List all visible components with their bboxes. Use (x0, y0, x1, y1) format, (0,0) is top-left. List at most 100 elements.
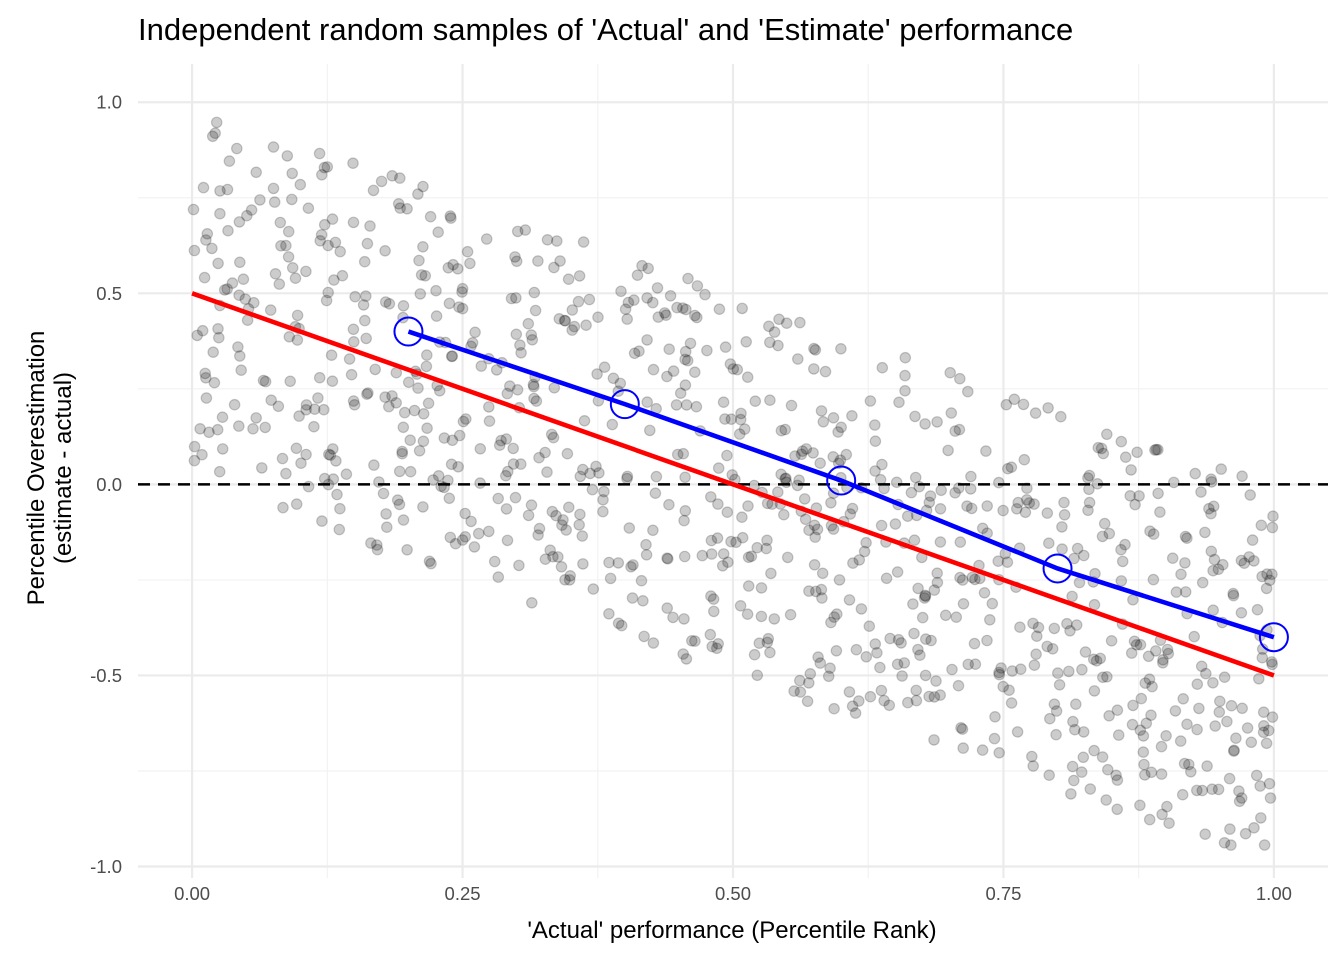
scatter-point (572, 295, 585, 308)
scatter-point (603, 607, 615, 620)
scatter-point (641, 334, 653, 346)
scatter-point (924, 490, 937, 502)
scatter-point (1255, 812, 1267, 824)
scatter-point (514, 458, 527, 470)
scatter-point (528, 392, 540, 405)
scatter-point (905, 486, 918, 499)
scatter-point (962, 658, 974, 671)
scatter-point (397, 299, 410, 312)
scatter-point (1032, 621, 1045, 634)
scatter-point (216, 443, 229, 455)
scatter-point (206, 242, 218, 255)
scatter-point (863, 620, 876, 632)
scatter-point (315, 169, 328, 181)
scatter-point (853, 554, 866, 566)
scatter-point (912, 582, 924, 595)
scatter-point (231, 142, 243, 155)
scatter-point (976, 744, 989, 756)
scatter-point (347, 157, 359, 169)
scatter-point (590, 460, 602, 473)
scatter-point (526, 333, 539, 346)
scatter-point (956, 723, 969, 735)
scatter-point (840, 448, 853, 461)
scatter-point (954, 536, 967, 548)
scatter-point (1127, 699, 1139, 712)
scatter-point (1149, 444, 1161, 456)
scatter-point (360, 332, 372, 345)
scatter-point (1244, 489, 1256, 501)
scatter-point (449, 537, 462, 550)
scatter-point (701, 344, 713, 357)
scatter-point (1201, 760, 1213, 772)
scatter-point (691, 280, 704, 292)
scatter-point (995, 662, 1007, 674)
scatter-point (550, 235, 563, 247)
scatter-point (396, 447, 408, 460)
scatter-point (825, 496, 837, 509)
scatter-point (1134, 638, 1147, 651)
scatter-point (1058, 496, 1070, 509)
scatter-point (1203, 502, 1215, 515)
scatter-point (944, 366, 956, 379)
scatter-point (1043, 537, 1055, 549)
scatter-point (413, 444, 426, 457)
scatter-point (327, 473, 340, 485)
y-tick-label: 0.0 (96, 474, 122, 495)
scatter-point (997, 680, 1009, 693)
scatter-point (1236, 702, 1248, 715)
scatter-point (1200, 667, 1212, 680)
scatter-point (482, 525, 495, 538)
scatter-point (953, 372, 966, 385)
scatter-point (188, 244, 201, 257)
scatter-point (547, 431, 560, 444)
scatter-point (612, 617, 625, 630)
scatter-point (1021, 493, 1033, 506)
scatter-point (558, 314, 571, 327)
scatter-point (194, 422, 206, 435)
scatter-point (843, 686, 856, 698)
scatter-point (930, 675, 942, 687)
scatter-point (397, 514, 410, 526)
scatter-point (891, 658, 904, 671)
scatter-point (876, 458, 888, 471)
scatter-point (1235, 554, 1248, 567)
scatter-point (705, 548, 718, 560)
scatter-point (380, 521, 393, 533)
scatter-point (446, 434, 459, 447)
scatter-point (573, 270, 586, 282)
scatter-point (321, 161, 334, 173)
scatter-point (646, 296, 659, 309)
scatter-point (444, 210, 457, 222)
scatter-point (824, 662, 836, 674)
scatter-point (690, 311, 703, 324)
scatter-point (822, 670, 835, 683)
scatter-point (661, 552, 674, 565)
scatter-point (285, 193, 298, 206)
scatter-point (576, 463, 589, 476)
scatter-point (459, 413, 472, 425)
scatter-point (1066, 760, 1079, 773)
scatter-point (267, 182, 280, 195)
scatter-point (850, 643, 863, 656)
scatter-point (574, 470, 587, 483)
scatter-point (274, 216, 287, 229)
scatter-point (816, 592, 828, 604)
scatter-point (1071, 542, 1084, 555)
scatter-point (591, 368, 603, 380)
scatter-point (603, 556, 615, 569)
scatter-point (393, 172, 406, 184)
scatter-point (584, 467, 596, 480)
scatter-point (390, 396, 402, 409)
scatter-point (466, 336, 479, 349)
scatter-point (1183, 758, 1195, 771)
scatter-point (1264, 792, 1277, 804)
scatter-point (871, 646, 883, 659)
scatter-point (264, 304, 277, 316)
scatter-point (1254, 780, 1266, 792)
scatter-point (267, 141, 280, 153)
scatter-point (200, 392, 213, 404)
scatter-point (892, 633, 905, 646)
scatter-point (1266, 658, 1278, 671)
scatter-point (221, 183, 234, 196)
scatter-point (833, 574, 846, 586)
